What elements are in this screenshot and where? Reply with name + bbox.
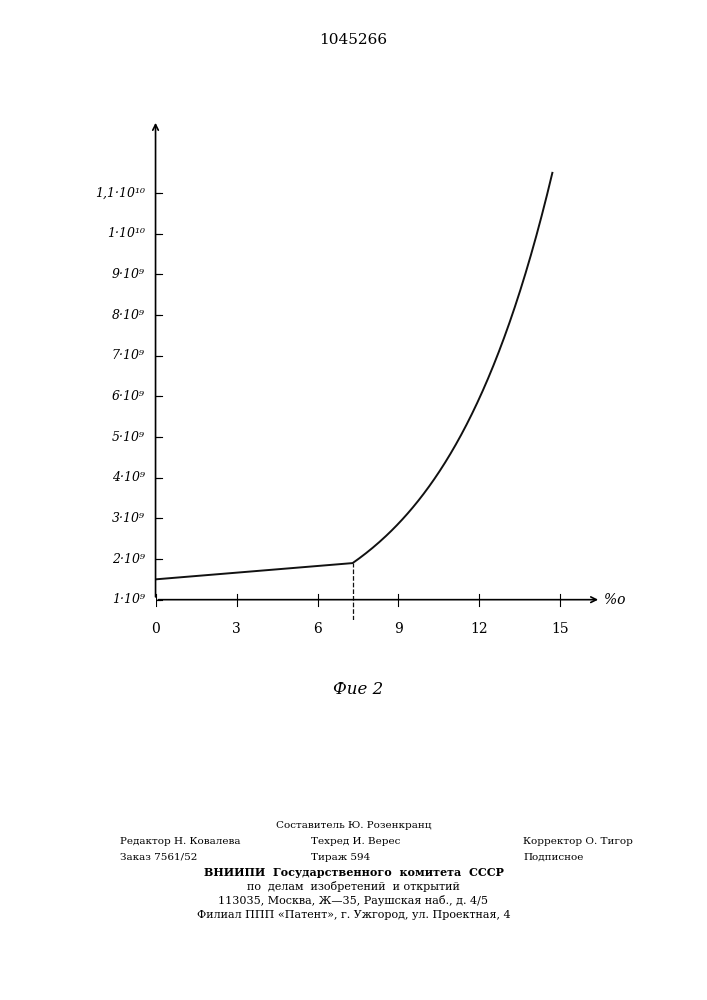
Text: 6: 6 — [313, 622, 322, 636]
Text: 9: 9 — [394, 622, 403, 636]
Text: 4·10⁹: 4·10⁹ — [112, 471, 145, 484]
Text: 3: 3 — [232, 622, 241, 636]
Text: ВНИИПИ  Государственного  комитета  СССР: ВНИИПИ Государственного комитета СССР — [204, 867, 503, 879]
Text: 1045266: 1045266 — [320, 33, 387, 47]
Text: 9·10⁹: 9·10⁹ — [112, 268, 145, 281]
Text: Составитель Ю. Розенкранц: Составитель Ю. Розенкранц — [276, 820, 431, 830]
Text: 1,1·10¹⁰: 1,1·10¹⁰ — [95, 187, 145, 200]
Text: 1·10¹⁰: 1·10¹⁰ — [107, 227, 145, 240]
Text: 1·10⁹: 1·10⁹ — [112, 593, 145, 606]
Text: Тираж 594: Тираж 594 — [311, 852, 370, 861]
Text: Филиал ППП «Патент», г. Ужгород, ул. Проектная, 4: Филиал ППП «Патент», г. Ужгород, ул. Про… — [197, 910, 510, 920]
Text: 7·10⁹: 7·10⁹ — [112, 349, 145, 362]
Text: Редактор Н. Ковалева: Редактор Н. Ковалева — [120, 838, 240, 846]
Text: 15: 15 — [551, 622, 569, 636]
Text: Заказ 7561/52: Заказ 7561/52 — [120, 852, 197, 861]
Text: Корректор О. Тигор: Корректор О. Тигор — [523, 838, 633, 846]
Text: Подписное: Подписное — [523, 852, 583, 861]
Text: 8·10⁹: 8·10⁹ — [112, 309, 145, 322]
Text: 2·10⁹: 2·10⁹ — [112, 553, 145, 566]
Text: 6·10⁹: 6·10⁹ — [112, 390, 145, 403]
Text: 5·10⁹: 5·10⁹ — [112, 431, 145, 444]
Text: по  делам  изобретений  и открытий: по делам изобретений и открытий — [247, 882, 460, 892]
Text: %o: %o — [604, 593, 625, 607]
Text: 113035, Москва, Ж—35, Раушская наб., д. 4/5: 113035, Москва, Ж—35, Раушская наб., д. … — [218, 896, 489, 906]
Text: Фие 2: Фие 2 — [333, 681, 383, 698]
Text: 0: 0 — [151, 622, 160, 636]
Text: 12: 12 — [471, 622, 489, 636]
Text: 3·10⁹: 3·10⁹ — [112, 512, 145, 525]
Text: Техред И. Верес: Техред И. Верес — [311, 838, 400, 846]
